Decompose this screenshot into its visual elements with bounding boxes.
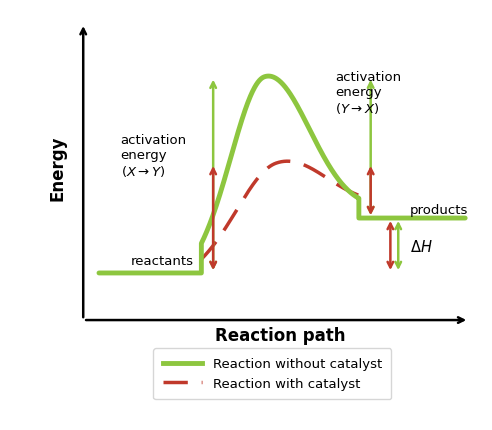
Text: activation
energy
$(X\rightarrow Y)$: activation energy $(X\rightarrow Y)$: [121, 133, 187, 178]
Text: $\Delta H$: $\Delta H$: [410, 238, 432, 254]
Text: reactants: reactants: [130, 255, 193, 267]
Text: activation
energy
$(Y\rightarrow X)$: activation energy $(Y\rightarrow X)$: [335, 71, 401, 116]
Legend: Reaction without catalyst, Reaction with catalyst: Reaction without catalyst, Reaction with…: [154, 348, 391, 399]
Text: Energy: Energy: [49, 135, 66, 200]
Text: products: products: [410, 203, 468, 217]
X-axis label: Reaction path: Reaction path: [215, 326, 345, 344]
